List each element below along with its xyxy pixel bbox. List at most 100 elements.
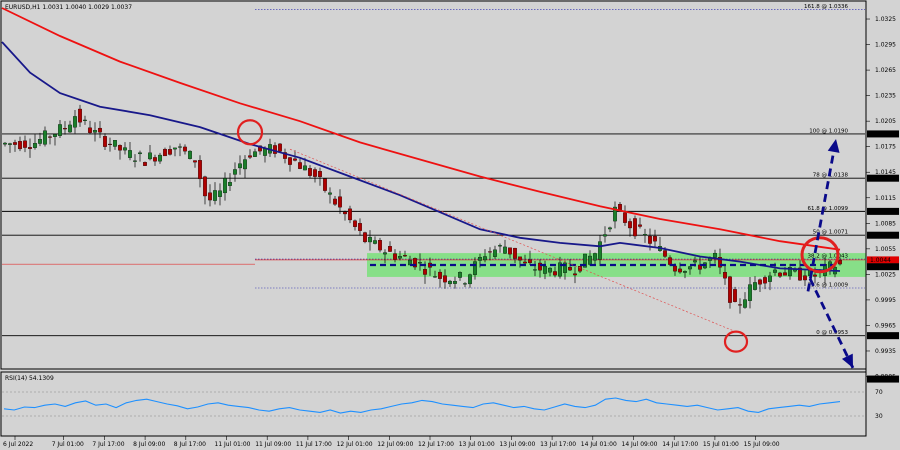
candle-body: [673, 265, 677, 272]
candle: [683, 270, 687, 279]
time-tick-label: 14 Jul 09:00: [622, 441, 658, 448]
ma-blue-line: [1, 41, 841, 272]
price-box: 1.0071: [867, 231, 899, 239]
candle-body: [108, 143, 112, 146]
candle: [768, 271, 772, 291]
candle: [108, 137, 112, 152]
candle-body: [693, 260, 697, 263]
time-tick-label: 11 Jul 17:00: [296, 441, 332, 448]
candle-body: [668, 257, 672, 265]
candle-body: [58, 124, 62, 136]
candle: [43, 126, 47, 147]
candle: [83, 115, 87, 125]
time-tick-label: 7 Jul 17:00: [92, 441, 124, 448]
candle-body: [348, 208, 352, 221]
candle: [523, 254, 527, 264]
candle: [398, 250, 402, 261]
candle: [348, 205, 352, 224]
candle: [688, 265, 692, 275]
arrow-head: [841, 353, 853, 368]
candle: [118, 144, 122, 160]
candle-body: [413, 258, 417, 268]
fib-label: 161.8 @ 1.0336: [804, 4, 848, 10]
candle: [143, 161, 147, 166]
candle-body: [163, 148, 167, 157]
candle-body: [353, 220, 357, 227]
price-box-bg: [867, 231, 899, 239]
candle: [13, 139, 17, 152]
candle-body: [558, 262, 562, 277]
candle-body: [393, 253, 397, 260]
candle-body: [738, 304, 742, 306]
candle-body: [528, 259, 532, 264]
candle-body: [563, 262, 567, 273]
candle-body: [338, 196, 342, 208]
candle-body: [303, 165, 307, 171]
price-box-label: 1.0099: [870, 209, 891, 216]
candle: [218, 183, 222, 206]
candle-body: [533, 269, 537, 271]
candle: [123, 142, 127, 155]
candle-body: [543, 265, 547, 274]
price-tick-label: 1.0115: [875, 195, 896, 202]
candle: [558, 256, 562, 279]
candle: [3, 141, 7, 147]
time-tick-label: 13 Jul 09:00: [499, 441, 535, 448]
rsi-panel-frame: [0, 371, 867, 437]
candle: [28, 138, 32, 158]
price-box-label: 1.0138: [870, 175, 891, 182]
candle: [298, 158, 302, 170]
candle: [593, 252, 597, 265]
circle-bottom: [723, 330, 749, 353]
time-tick-label: 11 Jul 01:00: [215, 441, 251, 448]
candle: [388, 241, 392, 253]
candle: [638, 217, 642, 229]
candle: [733, 286, 737, 303]
time-tick-label: 8 Jul 17:00: [174, 441, 206, 448]
candle-body: [398, 256, 402, 259]
price-tick-label: 1.0175: [875, 144, 896, 151]
candle: [403, 250, 407, 257]
candle-body: [573, 273, 577, 276]
candle-body: [98, 127, 102, 133]
candle-body: [718, 257, 722, 268]
time-tick-label: 14 Jul 17:00: [662, 441, 698, 448]
candle: [548, 267, 552, 277]
candle: [473, 257, 477, 280]
candle-body: [603, 234, 607, 237]
fib-label: 100 @ 1.0190: [809, 128, 848, 134]
candle-body: [168, 149, 172, 155]
candle: [463, 282, 467, 288]
candle-body: [748, 284, 752, 301]
candle: [53, 133, 57, 146]
candle-body: [518, 256, 522, 261]
candle-body: [513, 247, 517, 259]
candle-body: [783, 272, 787, 276]
candle-body: [93, 130, 97, 133]
candle: [493, 245, 497, 259]
candle: [128, 141, 132, 161]
candle-body: [768, 275, 772, 282]
candle-body: [388, 246, 392, 252]
candle: [8, 142, 12, 153]
candle: [743, 292, 747, 309]
candle-body: [233, 169, 237, 175]
candle-body: [143, 162, 147, 166]
candle-body: [628, 221, 632, 229]
candle-body: [38, 139, 42, 144]
candle: [603, 226, 607, 243]
candle: [628, 218, 632, 237]
price-tick-label: 1.0145: [875, 169, 896, 176]
candle: [328, 187, 332, 204]
candle: [318, 167, 322, 186]
candle: [138, 150, 142, 162]
candle: [113, 140, 117, 150]
candle-body: [363, 232, 367, 243]
candle-body: [508, 247, 512, 255]
candle-body: [73, 116, 77, 128]
candle-body: [308, 168, 312, 176]
candle-body: [448, 280, 452, 285]
candle-body: [368, 236, 372, 243]
candle: [713, 249, 717, 264]
candle: [798, 260, 802, 281]
